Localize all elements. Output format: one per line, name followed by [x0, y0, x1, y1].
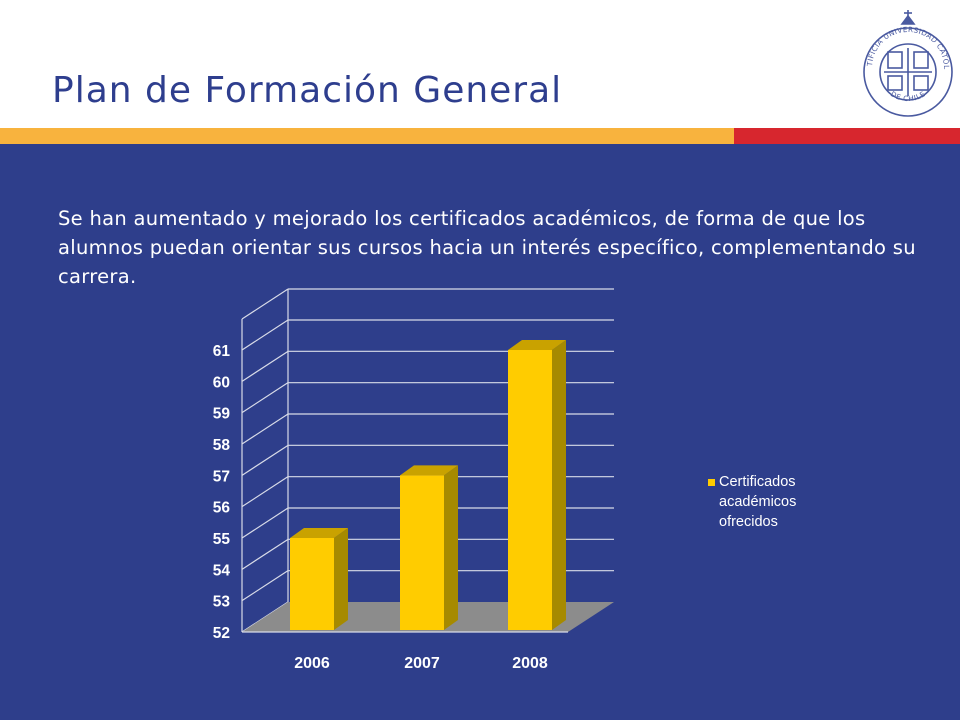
- y-tick-label: 57: [213, 468, 230, 485]
- bar-side: [334, 528, 348, 630]
- svg-text:DE CHILE: DE CHILE: [889, 89, 927, 103]
- gridline-diagonal: [241, 507, 289, 539]
- y-tick-label: 56: [213, 500, 231, 517]
- accent-stripe-red: [734, 128, 960, 144]
- gridline-diagonal: [241, 444, 289, 476]
- slide-header: Plan de Formación General PONTIFICIA UNI…: [0, 0, 960, 128]
- bar-top: [400, 465, 458, 476]
- bar-side: [444, 465, 458, 630]
- legend-label: Certificados académicos ofrecidos: [719, 474, 797, 530]
- chart-legend: Certificados académicos ofrecidos: [708, 472, 829, 532]
- gridline-diagonal: [241, 413, 289, 445]
- bar-side: [552, 340, 566, 630]
- y-tick-label: 61: [213, 343, 231, 360]
- y-tick-label: 55: [213, 531, 231, 548]
- university-seal-icon: PONTIFICIA UNIVERSIDAD CATÓLICA DE CHILE: [858, 8, 953, 117]
- y-tick-label: 54: [213, 562, 231, 579]
- legend-swatch: [708, 479, 715, 486]
- y-tick-label: 60: [213, 374, 230, 391]
- bar-top: [508, 340, 566, 350]
- x-tick-label: 2008: [512, 655, 548, 672]
- x-tick-label: 2006: [294, 655, 330, 672]
- bar: [290, 538, 334, 630]
- bar-top: [290, 528, 348, 538]
- gridline-diagonal: [241, 288, 289, 320]
- y-tick-label: 58: [213, 437, 231, 454]
- bar: [508, 350, 552, 630]
- bar-chart: 52 53 54 55 56 57 58 59 60 61 2006 2007 2008 Certifi…: [0, 144, 960, 720]
- gridline-diagonal: [241, 538, 289, 570]
- chart-canvas: 52 53 54 55 56 57 58 59 60 61 2006 2007 2008: [213, 288, 614, 672]
- y-tick-label: 53: [213, 594, 231, 611]
- slide-body-text: Se han aumentado y mejorado los certific…: [58, 207, 916, 288]
- bar: [400, 475, 444, 630]
- gridline-diagonal: [241, 476, 289, 508]
- y-tick-label: 59: [213, 406, 231, 423]
- accent-stripe-yellow: [0, 128, 734, 144]
- svg-text:PONTIFICIA UNIVERSIDAD CATÓLIC: PONTIFICIA UNIVERSIDAD CATÓLICA: [858, 8, 951, 70]
- slide-title: Plan de Formación General: [52, 70, 563, 111]
- x-tick-label: 2007: [404, 655, 440, 672]
- gridline-diagonal: [241, 382, 289, 414]
- gridline-diagonal: [241, 350, 289, 382]
- gridline-diagonal: [241, 319, 289, 351]
- y-tick-label: 52: [213, 625, 230, 642]
- gridline-diagonal: [241, 570, 289, 602]
